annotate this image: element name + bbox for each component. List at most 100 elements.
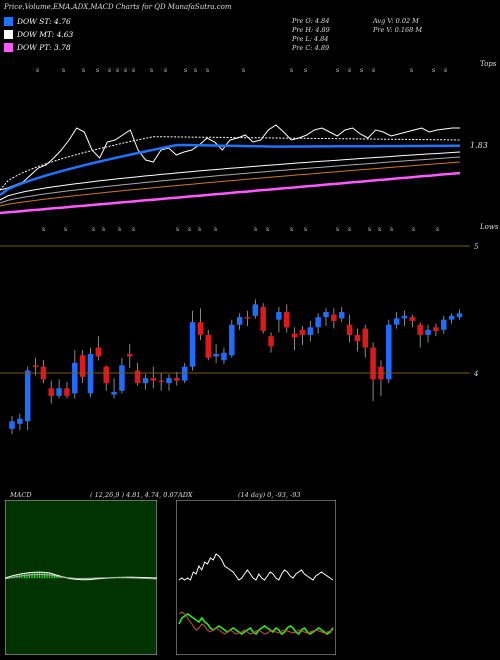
top-marker: s: [184, 67, 187, 74]
candle-body: [268, 336, 274, 347]
lows-label: Lows: [479, 223, 499, 231]
candle-body: [244, 317, 251, 319]
legend-dow-st-label: DOW ST: 4.76: [17, 17, 71, 26]
top-marker: s: [304, 67, 307, 74]
candle-body: [386, 324, 392, 380]
low-marker: s: [176, 226, 179, 233]
top-marker: s: [290, 67, 293, 74]
adx-params: (14 day) 0, -93, -93: [238, 491, 301, 499]
low-marker: s: [254, 226, 257, 233]
candle-body: [150, 378, 157, 381]
top-marker: s: [432, 67, 435, 74]
legend-dow-mt-swatch: [4, 30, 13, 39]
candle-body: [24, 370, 31, 422]
candle-body: [291, 333, 298, 338]
low-marker: s: [378, 226, 381, 233]
ema-panel: [0, 124, 461, 215]
top-marker: s: [336, 67, 339, 74]
candle-body: [166, 378, 172, 384]
legend-dow-mt-label: DOW MT: 4.63: [17, 30, 74, 39]
candle-body: [236, 317, 243, 325]
adx-label: ADX: [178, 491, 193, 499]
legend-dow-pt-label: DOW PT: 3.78: [17, 43, 71, 52]
macd-label: MACD: [10, 491, 32, 499]
candle-body: [87, 353, 94, 394]
top-marker: s: [108, 67, 111, 74]
candle-body: [197, 322, 204, 335]
prev-close: Pre C: 4.89: [292, 44, 330, 52]
candle-body: [393, 318, 400, 325]
low-marker: s: [132, 226, 135, 233]
candle-body: [362, 328, 368, 348]
top-marker: s: [372, 67, 375, 74]
low-marker: s: [198, 226, 201, 233]
low-marker: s: [214, 226, 217, 233]
candle-body: [299, 329, 306, 335]
low-marker: s: [348, 226, 351, 233]
ema-orange: [0, 161, 461, 207]
candle-body: [276, 312, 282, 320]
low-marker: s: [188, 226, 191, 233]
candle-panel: [9, 299, 463, 434]
top-marker: s: [116, 67, 119, 74]
legend-dow-pt-swatch: [4, 43, 13, 52]
candle-body: [370, 347, 376, 380]
top-marker: s: [194, 67, 197, 74]
candle-body: [331, 314, 337, 321]
ema-blue: [0, 143, 460, 197]
top-marker: s: [206, 67, 209, 74]
candle-body: [441, 319, 447, 330]
candle-body: [119, 365, 125, 391]
minus-di-line: [178, 611, 334, 635]
adx-line: [178, 553, 334, 581]
prev-open: Pre O: 4.84: [292, 17, 330, 25]
candle-body: [134, 370, 141, 384]
price-4-label: 4: [473, 370, 478, 378]
candle-body: [315, 317, 321, 328]
low-marker: s: [42, 226, 45, 233]
top-marker: s: [124, 67, 127, 74]
prev-low: Pre L: 4.84: [292, 35, 329, 43]
candle-body: [213, 353, 219, 357]
macd-params: ( 12,26,9 ) 4.81, 4.74, 0.07: [90, 491, 178, 499]
top-marker: s: [348, 67, 351, 74]
candle-body: [221, 352, 227, 361]
candle-body: [174, 378, 180, 381]
candle-body: [346, 324, 353, 335]
candle-body: [205, 334, 211, 358]
avg-volume: Avg V: 0.02 M: [373, 17, 419, 25]
ema-mid: [0, 151, 461, 201]
candle-body: [111, 392, 117, 395]
top-marker: s: [410, 67, 413, 74]
ema-magenta: [0, 171, 461, 215]
candle-body: [409, 317, 416, 321]
low-marker: s: [290, 226, 293, 233]
price-line: [0, 124, 460, 191]
candle-body: [142, 378, 149, 384]
top-marker: s: [36, 67, 39, 74]
macd-signal: [5, 574, 157, 580]
low-marker: s: [118, 226, 121, 233]
candle-body: [229, 324, 235, 356]
candle-body: [72, 362, 78, 394]
top-marker: s: [96, 67, 99, 74]
top-marker: s: [150, 67, 153, 74]
candle-body: [417, 324, 423, 335]
low-marker: s: [412, 226, 415, 233]
low-marker: s: [304, 226, 307, 233]
legend-dow-mt: DOW MT: 4.63: [4, 30, 73, 39]
ema-level-label: 1.83: [470, 141, 488, 150]
tops-label: Tops: [480, 60, 497, 68]
candle-body: [338, 312, 345, 319]
candle-body: [181, 366, 188, 381]
adx-panel: [176, 500, 336, 655]
legend-dow-st: DOW ST: 4.76: [4, 17, 71, 26]
candle-body: [103, 366, 109, 384]
chart-title: Price,Volume,EMA,ADX,MACD Charts for QD …: [4, 3, 232, 11]
candle-body: [79, 355, 86, 377]
candle-body: [32, 365, 39, 367]
low-marker: s: [92, 226, 95, 233]
candle-body: [284, 312, 290, 328]
candle-body: [323, 312, 329, 318]
